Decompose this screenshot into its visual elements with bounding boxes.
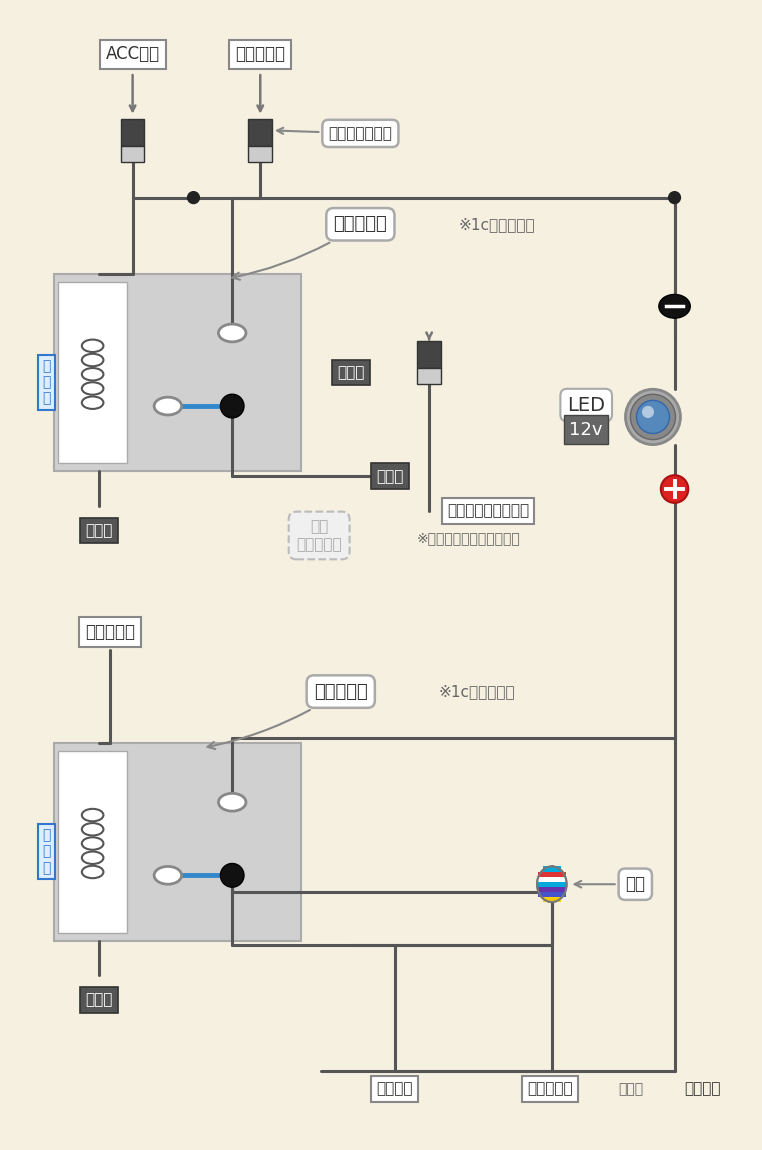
FancyBboxPatch shape [418,340,441,368]
Text: 12v: 12v [569,421,603,439]
FancyBboxPatch shape [537,887,566,892]
FancyBboxPatch shape [121,118,144,146]
FancyBboxPatch shape [538,892,566,897]
Text: コ
イ
ル: コ イ ル [42,828,50,875]
Text: イルミ電源: イルミ電源 [85,623,135,642]
FancyBboxPatch shape [54,274,302,472]
Circle shape [661,475,688,503]
Text: ※1c接点リレー: ※1c接点リレー [439,684,516,699]
FancyBboxPatch shape [543,897,561,902]
Text: 常時電源: 常時電源 [684,1081,721,1096]
FancyBboxPatch shape [121,146,144,162]
Ellipse shape [659,294,690,319]
Circle shape [626,389,680,445]
Circle shape [636,400,670,434]
Circle shape [220,394,244,417]
Circle shape [669,192,680,204]
FancyBboxPatch shape [58,282,127,463]
Ellipse shape [219,793,246,811]
FancyBboxPatch shape [54,743,302,941]
Circle shape [220,864,244,887]
Text: LED: LED [567,396,605,415]
Circle shape [187,192,200,204]
Text: ５極リレー: ５極リレー [232,215,387,279]
Ellipse shape [154,397,181,415]
Text: アース: アース [85,523,112,538]
Text: イルミ電源: イルミ電源 [527,1081,573,1096]
Ellipse shape [154,866,181,884]
Text: 何も
つながない: 何も つながない [296,520,342,552]
Text: イルミ電源: イルミ電源 [235,45,285,63]
Text: 常時電源: 常時電源 [376,1081,413,1096]
Ellipse shape [537,866,567,902]
FancyBboxPatch shape [248,118,272,146]
FancyBboxPatch shape [537,882,566,887]
Text: アース: アース [376,469,404,484]
Circle shape [642,406,654,419]
Text: ※1c接点リレー: ※1c接点リレー [459,217,535,232]
Text: ※マイナスコントロール線: ※マイナスコントロール線 [417,531,520,545]
FancyBboxPatch shape [58,751,127,933]
FancyBboxPatch shape [418,368,441,384]
Text: アース: アース [337,365,364,380]
Ellipse shape [219,324,246,342]
Text: 抵抗: 抵抗 [575,875,645,894]
Text: アース: アース [85,992,112,1007]
FancyBboxPatch shape [537,876,566,882]
FancyBboxPatch shape [543,866,561,872]
FancyBboxPatch shape [248,146,272,162]
Text: ルームランプ連動線: ルームランプ連動線 [447,504,529,519]
Circle shape [630,394,675,439]
Text: または: または [618,1082,643,1096]
Text: ５極リレー: ５極リレー [207,683,367,749]
Text: コ
イ
ル: コ イ ル [42,359,50,406]
Text: ACC電源: ACC電源 [106,45,160,63]
Text: 整流ダイオード: 整流ダイオード [277,125,392,141]
FancyBboxPatch shape [538,872,566,876]
